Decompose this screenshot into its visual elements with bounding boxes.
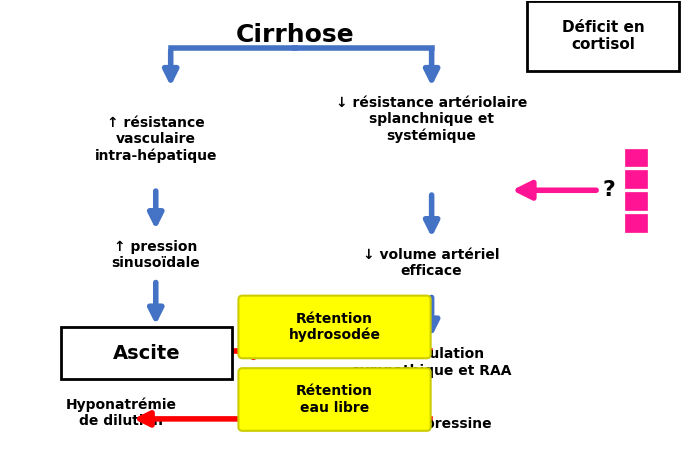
Text: Cirrhose: Cirrhose — [236, 23, 355, 47]
Text: Rétention
hydrosodée: Rétention hydrosodée — [288, 312, 381, 343]
FancyBboxPatch shape — [239, 368, 430, 431]
Bar — [625, 148, 647, 167]
Text: ↑ stimulation
sympathique et RAA: ↑ stimulation sympathique et RAA — [352, 347, 512, 378]
Text: ↑ vasopressine: ↑ vasopressine — [372, 417, 492, 431]
Text: Hyponatrémie
de dilution: Hyponatrémie de dilution — [65, 397, 177, 428]
Bar — [625, 214, 647, 232]
FancyBboxPatch shape — [527, 1, 679, 71]
Bar — [625, 192, 647, 210]
Text: Ascite: Ascite — [113, 344, 181, 363]
Text: Rétention
eau libre: Rétention eau libre — [296, 384, 373, 415]
FancyBboxPatch shape — [61, 328, 233, 379]
Text: Déficit en
cortisol: Déficit en cortisol — [561, 20, 644, 52]
Text: ↑ pression
sinusoïdale: ↑ pression sinusoïdale — [111, 240, 200, 270]
Text: ↓ volume artériel
efficace: ↓ volume artériel efficace — [364, 248, 500, 278]
Text: ↑ résistance
vasculaire
intra-hépatique: ↑ résistance vasculaire intra-hépatique — [95, 116, 217, 163]
Text: ↓ résistance artériolaire
splanchnique et
systémique: ↓ résistance artériolaire splanchnique e… — [336, 96, 527, 143]
Text: ?: ? — [602, 180, 615, 200]
Bar — [625, 170, 647, 188]
FancyBboxPatch shape — [239, 296, 430, 358]
